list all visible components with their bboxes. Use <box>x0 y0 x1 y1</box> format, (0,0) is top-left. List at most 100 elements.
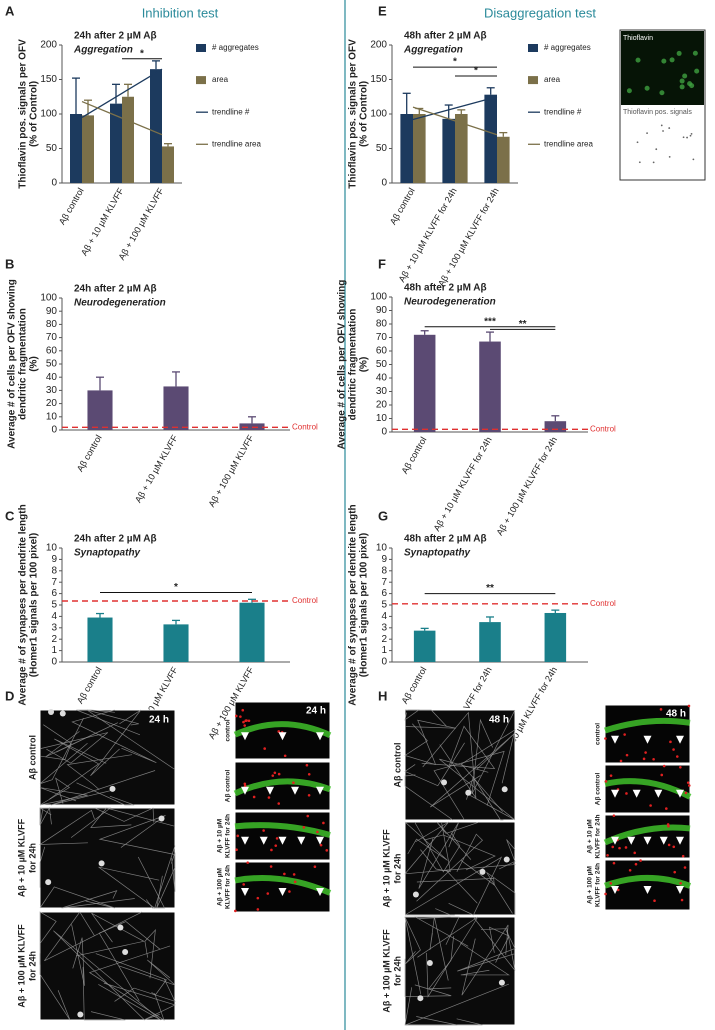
neurite <box>404 987 458 1026</box>
significance-label: * <box>474 66 478 77</box>
synapse <box>243 782 247 786</box>
y-tick-label: 2 <box>381 634 387 645</box>
y-tick-label: 5 <box>51 600 57 611</box>
chart-subtitle: Synaptopathy <box>404 548 471 559</box>
synapse <box>234 714 238 718</box>
bar <box>70 114 82 183</box>
neurite <box>486 872 516 915</box>
synapse <box>687 784 691 787</box>
y-tick-label: 0 <box>381 427 387 438</box>
y-tick-label: 80 <box>376 319 388 330</box>
synapse <box>313 865 317 868</box>
micrograph <box>604 859 691 911</box>
neurite <box>404 916 421 965</box>
thioflavin-spot <box>682 73 688 79</box>
bar <box>82 115 94 183</box>
arrowhead <box>611 836 619 845</box>
synapse <box>252 795 256 799</box>
x-tick-label: Aβ control <box>399 435 428 475</box>
image-label: KLVFF for 24h <box>225 814 232 858</box>
y-tick-label: 10 <box>46 411 58 422</box>
thioflavin-spot <box>644 85 650 91</box>
y-tick-label: 100 <box>40 293 57 304</box>
synapse <box>242 883 245 886</box>
significance-label: *** <box>484 316 496 327</box>
neurite <box>418 821 460 889</box>
arrowhead <box>659 836 668 845</box>
neurite <box>94 807 155 823</box>
bar <box>400 114 413 183</box>
neurite <box>460 729 516 812</box>
neurite <box>429 916 449 981</box>
y-tick-label: 8 <box>381 565 387 576</box>
synapse <box>624 846 628 849</box>
synapse <box>644 751 647 754</box>
x-tick-label: Aβ + 100 µM KLVFF <box>116 186 166 262</box>
y-tick-label: 150 <box>370 74 387 85</box>
panel-letter: B <box>5 256 14 271</box>
neurite <box>50 770 156 806</box>
y-tick-label: 200 <box>40 40 57 51</box>
bar <box>479 341 501 432</box>
neurite <box>71 709 157 764</box>
synapse <box>681 854 685 858</box>
synapse <box>283 872 286 876</box>
thioflavin-spot <box>687 81 693 87</box>
image-label: Aβ control <box>392 743 402 788</box>
arrowhead <box>297 836 306 845</box>
neurite <box>457 929 516 972</box>
neurite <box>39 718 88 785</box>
synapse <box>273 771 277 775</box>
bar <box>87 390 113 430</box>
significance-label: * <box>140 48 144 59</box>
legend-label: area <box>544 75 561 84</box>
neurite <box>98 921 161 1001</box>
signal-dot <box>652 161 655 164</box>
time-label: 48 h <box>489 715 509 726</box>
image-label: Aβ control <box>225 770 232 803</box>
soma <box>48 708 55 715</box>
neurite <box>414 821 461 873</box>
image-label: Aβ + 100 µM <box>587 866 594 904</box>
y-tick-label: 7 <box>51 577 57 588</box>
chart-subtitle: Aggregation <box>73 45 133 56</box>
y-tick-label: 10 <box>376 543 388 554</box>
image-label: for 24h <box>392 956 402 986</box>
x-tick-label: Aβ + 10 µM KLVFF <box>79 186 126 258</box>
y-tick-label: 7 <box>381 577 387 588</box>
synapse <box>653 899 656 903</box>
time-label: 24 h <box>149 715 169 726</box>
synapse <box>609 774 613 777</box>
neurite <box>49 738 107 800</box>
neurite <box>404 774 454 821</box>
y-tick-label: 8 <box>51 565 57 576</box>
y-tick-label: 3 <box>51 622 57 633</box>
synapse <box>271 774 275 777</box>
y-tick-label: 40 <box>376 373 388 384</box>
neurite <box>404 856 503 916</box>
panel-letter: D <box>5 688 14 703</box>
inset-label: Thioflavin pos. signals <box>623 109 692 116</box>
arrowhead <box>627 836 636 845</box>
neurite <box>39 732 109 764</box>
x-tick-label: Aβ + 10 µM KLVFF <box>133 433 180 505</box>
panel-letter: H <box>378 688 387 703</box>
legend-swatch <box>528 44 538 52</box>
soma <box>45 879 52 886</box>
arrowhead <box>316 836 324 845</box>
synapse <box>235 848 238 852</box>
panel-letter: F <box>378 256 386 271</box>
thioflavin-spot <box>692 50 698 56</box>
synapse <box>246 861 250 864</box>
synapse <box>609 881 613 885</box>
synapse <box>659 708 663 711</box>
neurite <box>445 862 516 904</box>
signal-dot <box>636 141 639 144</box>
neurite <box>416 860 495 886</box>
synapse <box>633 851 637 855</box>
arrowhead <box>316 888 324 896</box>
significance-label: ** <box>486 583 494 594</box>
y-tick-label: 70 <box>46 332 58 343</box>
y-tick-label: 0 <box>381 178 387 189</box>
synapse <box>639 859 642 862</box>
